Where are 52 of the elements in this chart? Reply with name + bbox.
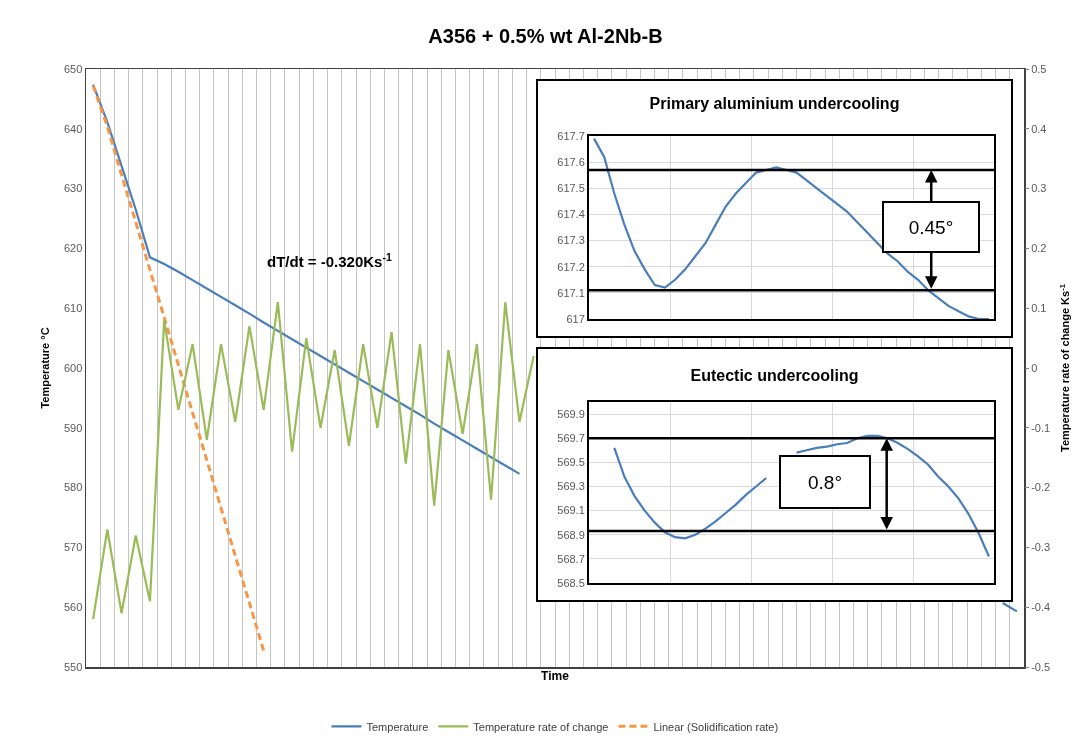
- y2-tick-label: 0.5: [1031, 62, 1047, 75]
- chart-title: Eutectic undercooling: [690, 366, 859, 384]
- y-tick-label: 617.6: [557, 155, 585, 168]
- y-tick-label: 620: [63, 242, 83, 255]
- y-tick-label: 590: [63, 421, 83, 434]
- y-tick-label: 640: [63, 122, 83, 135]
- y2-tick-label: -0.4: [1031, 601, 1051, 614]
- annotation: 0.45°: [908, 216, 954, 238]
- y-axis-title: Temperature °C: [38, 327, 51, 409]
- y-tick-label: 630: [63, 182, 83, 195]
- y2-tick-label: -0.2: [1031, 481, 1051, 494]
- annotation: 0.8°: [807, 471, 843, 493]
- y-tick-label: 568.5: [557, 576, 585, 589]
- annotation: dT/dt = -0.320Ks$^{-1}$: [267, 251, 392, 271]
- y-tick-label: 617.2: [557, 260, 585, 273]
- y-tick-label: 580: [63, 481, 83, 494]
- y-tick-label: 569.3: [557, 480, 585, 493]
- y-tick-label: 600: [63, 361, 83, 374]
- y-tick-label: 568.9: [557, 528, 585, 541]
- y2-tick-label: 0.3: [1031, 182, 1047, 195]
- y-tick-label: 617.3: [557, 234, 585, 247]
- y-tick-label: 569.9: [557, 407, 585, 420]
- y-tick-label: 650: [63, 62, 83, 75]
- y-tick-label: 617.1: [557, 286, 585, 299]
- y-tick-label: 568.7: [557, 552, 585, 565]
- y2-tick-label: 0.2: [1031, 242, 1047, 255]
- legend-label: Linear (Solidification rate): [653, 720, 779, 733]
- y-tick-label: 610: [63, 302, 83, 315]
- legend-label: Temperature: [366, 720, 429, 733]
- line-series: [91, 84, 266, 653]
- chart-title: A356 + 0.5% wt Al-2Nb-B: [428, 25, 663, 47]
- y-tick-label: 569.7: [557, 432, 585, 445]
- y2-tick-label: 0.1: [1031, 302, 1047, 315]
- chart-title: Primary aluminium undercooling: [649, 94, 900, 112]
- x-axis-title: Time: [541, 669, 570, 684]
- y-tick-label: 550: [63, 660, 83, 673]
- y2-tick-label: 0.4: [1031, 122, 1047, 135]
- y-tick-label: 569.5: [557, 456, 585, 469]
- y2-tick-label: -0.1: [1031, 421, 1051, 434]
- y-tick-label: 617.5: [557, 182, 585, 195]
- y-tick-label: 570: [63, 541, 83, 554]
- legend-label: Temperature rate of change: [473, 720, 609, 733]
- y2-tick-label: -0.5: [1031, 660, 1051, 673]
- y-tick-label: 569.1: [557, 504, 585, 517]
- y-tick-label: 617.7: [557, 129, 585, 142]
- y2-tick-label: 0: [1031, 361, 1038, 374]
- line-series: [592, 137, 991, 319]
- y2-tick-label: -0.3: [1031, 541, 1051, 554]
- y-tick-label: 617.4: [557, 208, 585, 221]
- line-series: [92, 301, 535, 621]
- y-tick-label: 560: [63, 601, 83, 614]
- y-tick-label: 617: [566, 312, 585, 325]
